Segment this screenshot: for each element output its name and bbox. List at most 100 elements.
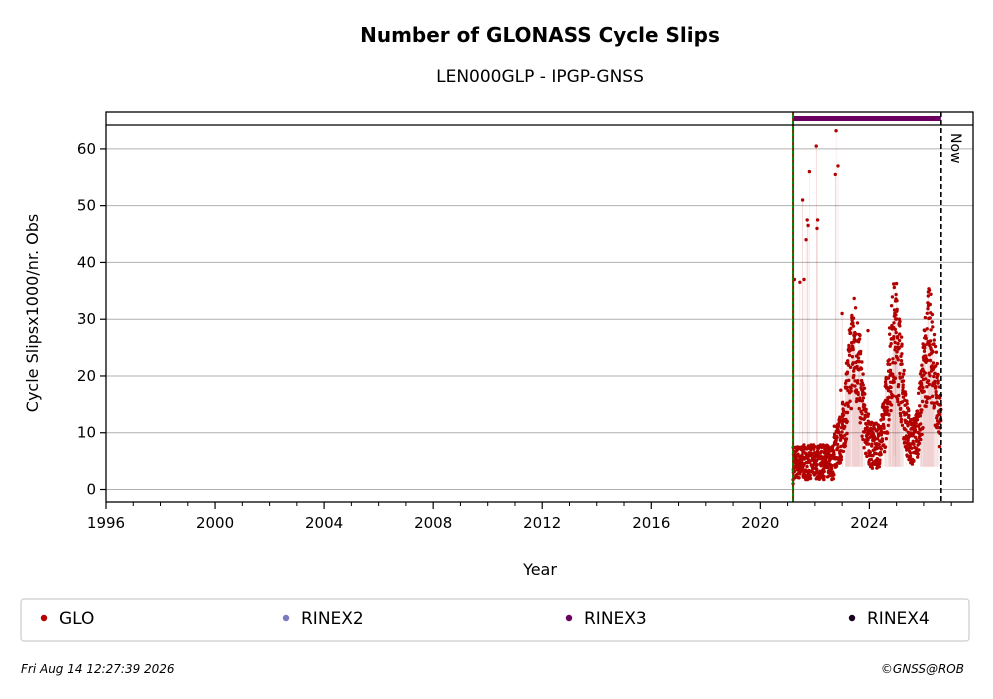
glo-point	[938, 396, 942, 400]
glo-point	[892, 285, 896, 290]
glo-point	[887, 418, 891, 422]
glo-point	[897, 393, 901, 398]
glo-point	[826, 466, 830, 470]
footer-timestamp: Fri Aug 14 12:27:39 2026	[21, 662, 175, 676]
y-tick-label: 60	[77, 140, 96, 158]
glo-point	[878, 458, 882, 462]
glo-point	[860, 399, 865, 403]
glo-point	[893, 340, 897, 345]
glo-point	[895, 307, 899, 312]
glo-point	[924, 377, 928, 381]
glo-point	[851, 361, 855, 365]
glo-point	[932, 404, 937, 408]
glo-point	[904, 392, 908, 396]
glo-point	[906, 424, 910, 428]
glo-point	[893, 361, 897, 365]
glo-point	[923, 346, 927, 350]
glo-point	[822, 474, 826, 479]
y-axis-label: Cycle Slipsx1000/nr. Obs	[23, 214, 42, 412]
glo-point	[840, 422, 845, 427]
glo-point	[923, 315, 928, 320]
glo-point	[822, 469, 826, 474]
glo-point	[840, 311, 844, 316]
glo-point	[887, 395, 891, 399]
legend-marker-rinex2	[282, 614, 290, 622]
legend-box	[20, 598, 970, 642]
glo-point	[920, 432, 924, 437]
glo-point	[845, 431, 849, 436]
y-tick-label: 10	[77, 424, 96, 442]
glo-point	[864, 410, 868, 414]
glo-point	[833, 172, 837, 177]
data-layer	[791, 129, 943, 486]
y-tick-label: 50	[77, 197, 96, 215]
glo-point	[896, 341, 900, 346]
glo-point	[900, 423, 905, 427]
glo-point	[893, 327, 897, 332]
glo-point	[926, 307, 930, 311]
glo-point	[807, 169, 812, 174]
glo-point	[879, 452, 883, 457]
glo-point	[830, 463, 834, 468]
x-tick-label: 2000	[196, 514, 234, 532]
glo-point	[924, 334, 928, 338]
glo-point	[905, 402, 909, 406]
glo-point	[849, 331, 853, 335]
glo-point	[850, 355, 855, 359]
glo-point	[912, 458, 916, 463]
legend-label-glo: GLO	[59, 609, 94, 629]
glo-point	[918, 404, 922, 408]
glo-point	[861, 396, 866, 400]
glo-point	[866, 412, 871, 416]
glo-point	[836, 446, 840, 450]
glo-point	[924, 354, 928, 358]
glo-point	[925, 358, 930, 363]
glo-point	[899, 406, 903, 411]
glo-point	[883, 445, 888, 449]
glo-point	[835, 435, 839, 440]
glo-point	[926, 379, 931, 383]
glo-point	[858, 421, 862, 425]
glo-point	[885, 431, 890, 435]
glo-point	[864, 422, 869, 426]
glo-point	[925, 385, 929, 389]
glo-point	[888, 332, 892, 336]
glo-point	[928, 396, 932, 400]
glo-point	[885, 408, 890, 413]
glo-point	[896, 335, 900, 339]
y-tick-label: 40	[77, 253, 96, 271]
glo-point	[847, 378, 851, 382]
glo-point	[936, 379, 940, 383]
glo-point	[928, 374, 932, 378]
glo-point	[861, 383, 865, 387]
glo-point	[841, 409, 846, 413]
glo-point	[901, 385, 905, 390]
glo-point	[920, 399, 925, 404]
glo-point	[853, 306, 858, 310]
glo-point	[886, 423, 890, 428]
glo-point	[802, 443, 806, 447]
glo-point	[880, 439, 885, 443]
reference-markers: Now	[792, 112, 963, 502]
glo-point	[841, 449, 846, 454]
y-tick-label: 30	[77, 310, 96, 328]
glo-point	[912, 442, 916, 446]
glo-point	[815, 218, 820, 222]
glo-point	[913, 424, 918, 429]
glo-point	[901, 410, 906, 414]
glo-point	[877, 442, 881, 447]
glo-point	[918, 372, 923, 376]
glo-point	[934, 384, 938, 389]
legend: GLO RINEX2 RINEX3 RINEX4	[40, 609, 930, 629]
glo-point	[874, 451, 878, 456]
glo-point	[917, 441, 922, 446]
glo-point	[920, 363, 924, 367]
glo-point	[898, 411, 903, 416]
glo-point	[889, 342, 893, 346]
glo-point	[901, 395, 906, 399]
glo-point	[888, 400, 892, 404]
glo-point	[832, 452, 836, 457]
glo-point	[863, 413, 867, 418]
glo-point	[824, 455, 828, 460]
glo-point	[845, 410, 850, 415]
